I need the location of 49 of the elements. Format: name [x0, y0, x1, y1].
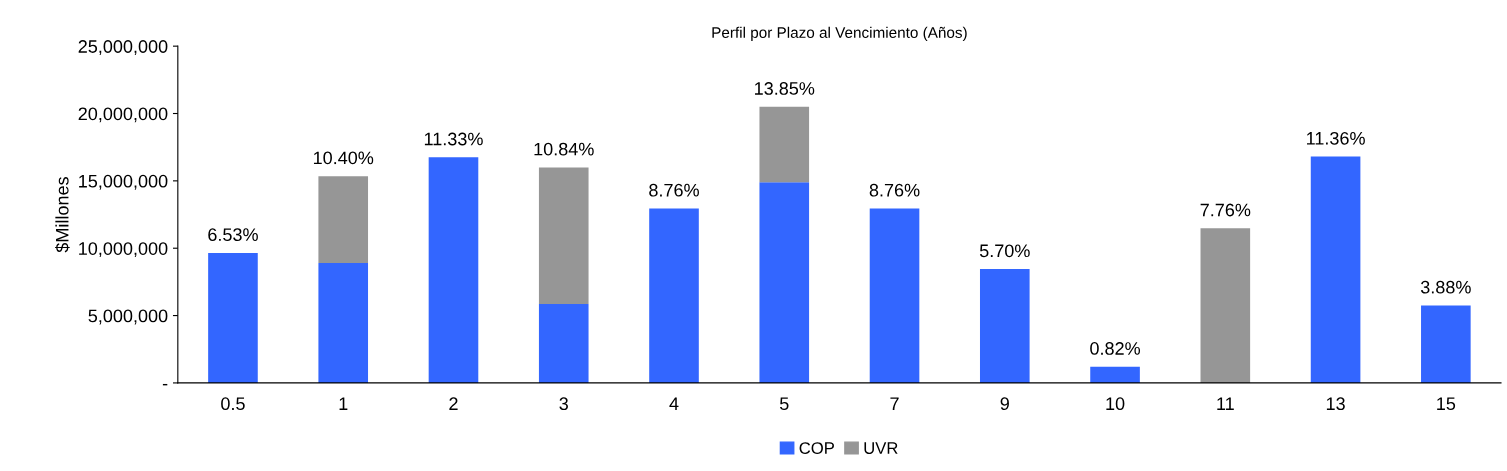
x-tick-label: 13 [1326, 397, 1345, 411]
x-tick-label: 15 [1437, 397, 1456, 411]
chart-title: Perfil por Plazo al Vencimiento (Años) [712, 26, 967, 41]
bar [1200, 228, 1251, 383]
annotation: 8.76% [869, 183, 920, 197]
annotation: 3.88% [1420, 280, 1471, 294]
bar [759, 106, 810, 183]
annotation: 11.36% [1307, 131, 1365, 145]
bar [759, 182, 810, 383]
bar [979, 269, 1030, 383]
bar [869, 208, 920, 383]
x-tick-label: 2 [449, 397, 458, 410]
bar [1310, 156, 1361, 383]
x-tick-label: 4 [669, 397, 679, 410]
y-tick-label: 10,000,000 [79, 242, 168, 258]
annotation: 10.84% [534, 142, 594, 156]
x-tick-label: 0.5 [221, 397, 245, 411]
annotation: 0.82% [1090, 342, 1141, 355]
x-tick-label: 10 [1106, 397, 1125, 411]
bar [649, 208, 699, 383]
annotation: 5.70% [979, 244, 1030, 258]
bar [538, 167, 589, 305]
bar [428, 157, 479, 383]
bar [318, 263, 369, 383]
y-tick-label: 15,000,000 [79, 174, 168, 190]
x-tick-label: 7 [890, 397, 899, 410]
x-tick-label: 1 [339, 397, 348, 410]
legend-label: COP [799, 442, 834, 454]
y-tick-label: 25,000,000 [78, 40, 168, 56]
legend-label: UVR [864, 442, 898, 454]
annotation: 11.33% [424, 132, 483, 146]
bar [538, 304, 589, 383]
x-tick-label: 9 [1000, 397, 1009, 411]
bar [1421, 305, 1471, 383]
y-tick-label: - [162, 383, 168, 386]
annotation: 6.53% [208, 228, 258, 242]
bar [1090, 366, 1140, 383]
annotation: 13.85% [755, 82, 815, 95]
y-tick-label: 5,000,000 [88, 309, 168, 325]
bar [208, 252, 258, 383]
annotation: 8.76% [649, 183, 699, 197]
bar [318, 176, 369, 264]
x-tick-label: 11 [1217, 397, 1234, 410]
x-tick-label: 3 [559, 397, 568, 411]
annotation: 7.76% [1200, 203, 1251, 217]
x-tick-label: 5 [779, 397, 789, 411]
y-axis-title: $Millones [55, 177, 70, 253]
y-tick-label: 20,000,000 [78, 107, 168, 123]
annotation: 10.40% [313, 151, 374, 165]
